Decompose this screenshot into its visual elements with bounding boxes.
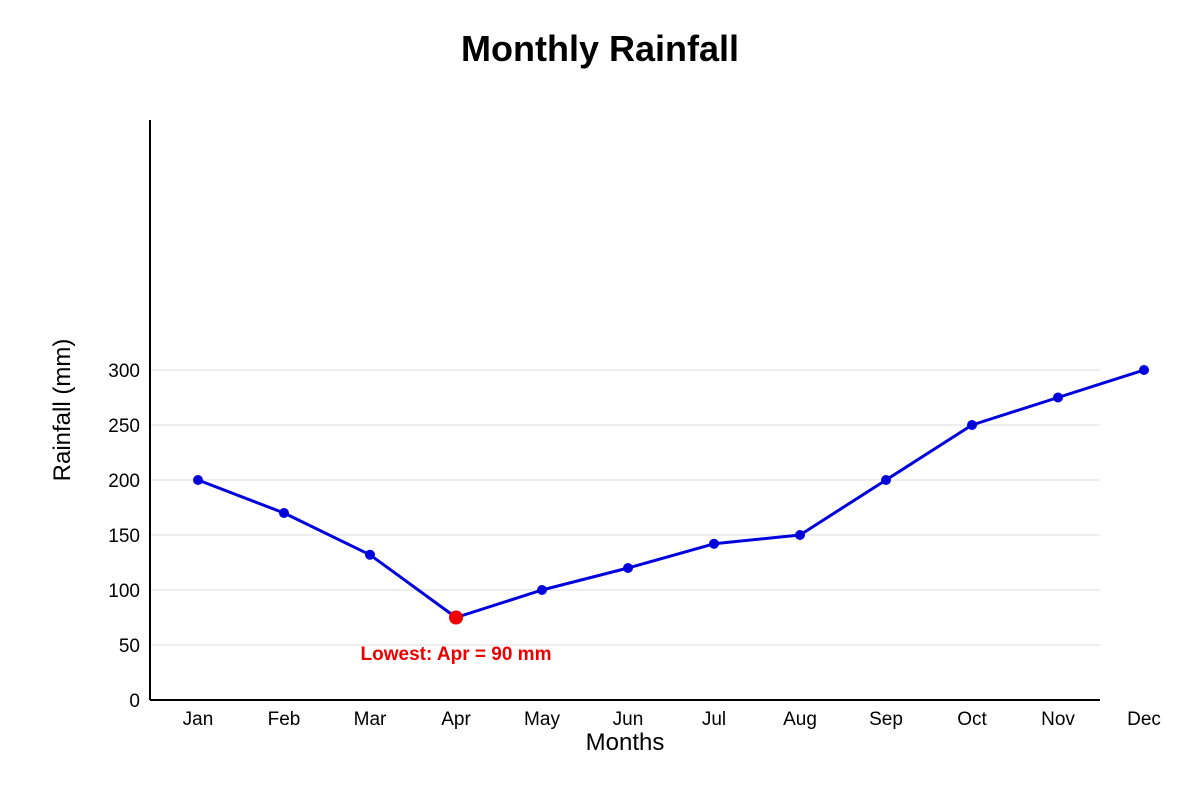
data-point xyxy=(279,508,289,518)
x-axis-ticks: Jan Feb Mar Apr May Jun Jul Aug Sep Oct Nov Dec xyxy=(183,709,1161,730)
x-tick-label: Jan xyxy=(183,709,214,730)
x-tick-label: Sep xyxy=(869,709,903,730)
y-axis-title: Rainfall (mm) xyxy=(49,339,76,482)
y-tick-label: 50 xyxy=(119,636,140,657)
lowest-annotation: Lowest: Apr = 90 mm xyxy=(361,644,552,665)
data-point xyxy=(709,538,719,549)
data-point xyxy=(1053,392,1063,403)
x-tick-label: Jul xyxy=(702,709,726,730)
x-axis-title: Months xyxy=(586,729,665,756)
x-tick-label: Mar xyxy=(354,709,387,730)
data-point xyxy=(795,530,805,540)
series-group xyxy=(193,365,1149,625)
data-point xyxy=(193,475,203,485)
x-tick-label: Jun xyxy=(613,709,644,730)
x-tick-label: Oct xyxy=(957,709,987,730)
y-tick-label: 100 xyxy=(108,581,140,602)
data-point xyxy=(967,420,977,430)
gridlines xyxy=(150,369,1100,646)
y-tick-label: 150 xyxy=(108,526,140,547)
x-tick-label: Apr xyxy=(441,709,471,730)
y-tick-label: 300 xyxy=(108,361,140,382)
y-tick-label: 200 xyxy=(108,471,140,492)
data-point xyxy=(537,585,547,595)
x-tick-label: Aug xyxy=(783,709,817,730)
data-point xyxy=(881,475,891,485)
data-point xyxy=(623,563,633,573)
x-tick-label: Feb xyxy=(268,709,301,730)
data-point xyxy=(365,549,375,560)
highlight-point xyxy=(449,610,463,625)
x-tick-label: Dec xyxy=(1127,709,1161,730)
x-tick-label: May xyxy=(524,709,560,730)
y-tick-label: 0 xyxy=(129,691,140,712)
y-axis-ticks: 0 50 100 150 200 250 300 xyxy=(108,361,140,712)
series-line xyxy=(197,368,1145,619)
x-tick-label: Nov xyxy=(1041,709,1075,730)
chart-title: Monthly Rainfall xyxy=(461,28,739,69)
data-point xyxy=(1139,365,1149,375)
y-tick-label: 250 xyxy=(108,416,140,437)
